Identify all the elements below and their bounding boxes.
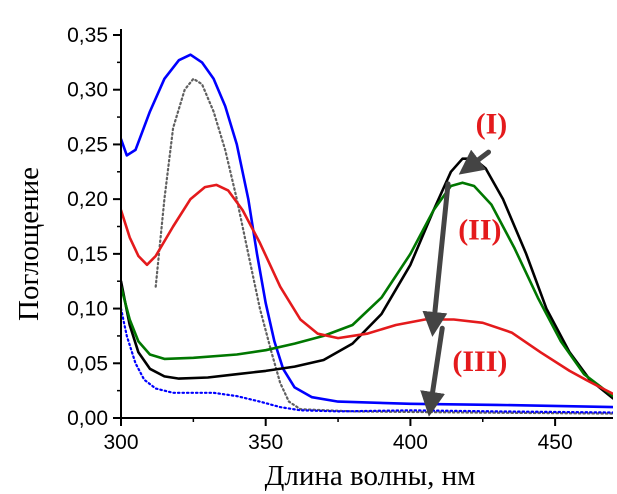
y-tick-label: 0,20 (67, 188, 108, 211)
annotation-2: (II) (458, 214, 501, 247)
series-line-6 (121, 307, 613, 414)
x-tick-label: 400 (393, 431, 428, 454)
y-tick-label: 0,00 (67, 407, 108, 430)
arrow-2 (420, 325, 445, 417)
y-tick-label: 0,10 (67, 298, 108, 321)
x-tick-label: 300 (103, 431, 138, 454)
series-line-3 (121, 157, 613, 400)
series-line-2 (154, 77, 613, 415)
series-line-5 (121, 183, 613, 396)
axis-layer: 0,00 0,05 0,10 0,15 0,20 0,25 0,30 0,35 300 350 40… (67, 24, 613, 454)
annotation-1: (I) (476, 107, 508, 140)
series-line-1 (121, 53, 613, 409)
y-tick-label: 0,35 (67, 24, 108, 47)
label-layer: Длина волны, нм Поглощение (I) (II) (III) (13, 107, 507, 492)
series-line-4 (121, 181, 613, 398)
x-tick-label: 350 (248, 431, 283, 454)
y-tick-label: 0,05 (67, 352, 108, 375)
arrow-layer (420, 149, 492, 417)
x-tick-label: 450 (538, 431, 573, 454)
y-tick-label: 0,30 (67, 79, 108, 102)
x-axis-title: Длина волны, нм (265, 460, 476, 492)
arrow-1 (422, 181, 451, 337)
arrow-3 (458, 149, 492, 175)
y-tick-label: 0,15 (67, 243, 108, 266)
y-tick-label: 0,25 (67, 133, 108, 156)
y-axis-title: Поглощение (13, 167, 45, 321)
series-layer (121, 53, 613, 415)
annotation-3: (III) (452, 345, 507, 378)
